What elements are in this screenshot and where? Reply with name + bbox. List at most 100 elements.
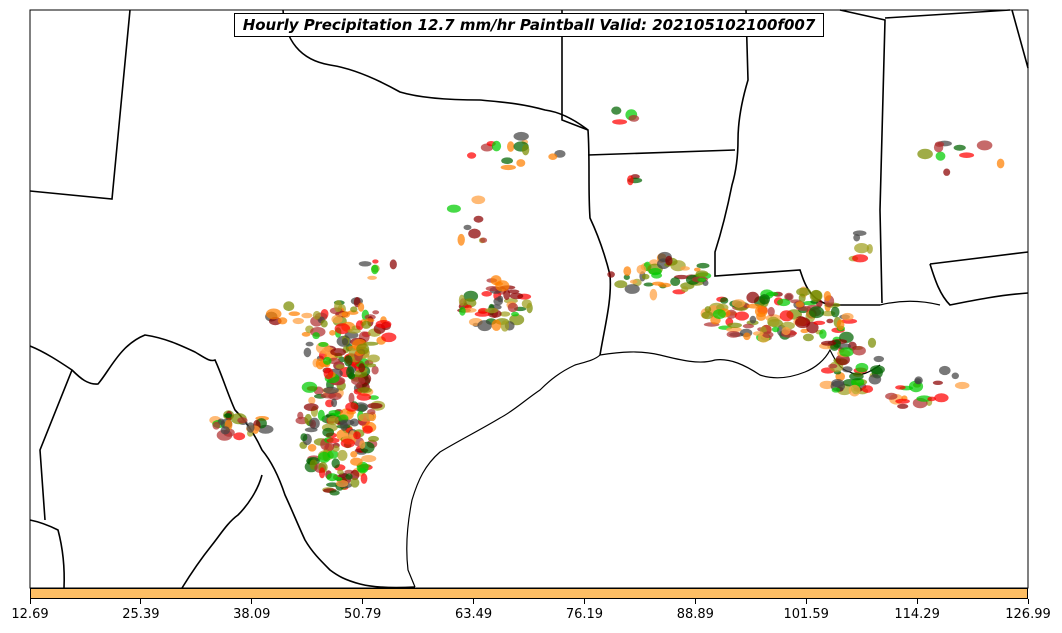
paintball-blob [237, 417, 248, 424]
colorbar-tick-label: 114.29 [894, 607, 940, 622]
paintball-blob [364, 363, 377, 368]
paintball-blob [347, 328, 361, 334]
paintball-blob [855, 362, 869, 373]
paintball-blob [317, 451, 331, 463]
paintball-blob [796, 287, 811, 296]
paintball-blob [334, 323, 351, 335]
paintball-blob [623, 266, 632, 276]
paintball-blob [501, 157, 513, 164]
paintball-blob [648, 268, 662, 276]
paintball-blob [341, 338, 349, 346]
paintball-blob [331, 315, 343, 324]
map-frame [29, 9, 1029, 589]
paintball-blob [839, 347, 854, 357]
paintball-blob [696, 262, 710, 269]
paintball-blob [358, 413, 374, 422]
paintball-blob [361, 455, 377, 463]
paintball-blob [934, 393, 949, 403]
colorbar-tick [140, 599, 142, 604]
paintball-blob [372, 310, 380, 315]
paintball-blob [356, 343, 370, 355]
paintball-blob [389, 259, 397, 270]
paintball-blob [826, 318, 834, 324]
colorbar-tick [362, 599, 364, 604]
paintball-blob [320, 319, 328, 328]
paintball-blob [767, 316, 780, 327]
paintball-blob [852, 345, 866, 356]
colorbar-tick-label: 76.19 [565, 607, 604, 622]
paintball-blob [491, 140, 502, 152]
paintball-blob [324, 442, 335, 451]
paintball-blob [363, 341, 379, 346]
paintball-blob [548, 153, 558, 160]
paintball-blob [866, 244, 873, 254]
paintball-blob [821, 340, 837, 346]
paintball-blob [368, 395, 379, 400]
paintball-blob [779, 310, 794, 322]
paintball-blob [670, 277, 681, 286]
paintball-blob [337, 449, 348, 461]
paintball-blob [497, 295, 504, 303]
paintball-blob [754, 305, 768, 318]
paintball-blob [849, 372, 864, 381]
paintball-blob [463, 224, 472, 231]
paintball-blob [695, 270, 709, 278]
paintball-blob [337, 469, 344, 475]
paintball-blob [320, 392, 337, 399]
paintball-blob [499, 311, 511, 317]
paintball-blob [331, 398, 338, 408]
paintball-blob [916, 395, 932, 402]
colorbar-tick [916, 599, 918, 604]
paintball-blob [828, 363, 838, 369]
paintball-blob [303, 403, 319, 411]
paintball-blob [614, 280, 628, 289]
paintball-blob [491, 319, 502, 331]
paintball-blob [305, 341, 314, 347]
paintball-blob [959, 152, 975, 158]
paintball-blob [641, 273, 650, 280]
paintball-blob [301, 312, 313, 319]
paintball-blob [848, 384, 861, 397]
paintball-blob [943, 168, 951, 176]
paintball-blob [746, 291, 760, 304]
paintball-blob [326, 437, 340, 444]
paintball-blob [752, 331, 764, 336]
paintball-blob [861, 385, 874, 393]
paintball-blob [350, 457, 363, 466]
paintball-blob [627, 175, 634, 186]
paintball-blob [329, 490, 340, 496]
paintball-blob [348, 392, 355, 404]
paintball-blob [301, 381, 318, 393]
paintball-blob [996, 158, 1005, 169]
paintball-blob [819, 380, 835, 390]
paintball-blob [681, 286, 689, 293]
paintball-blob [612, 119, 628, 125]
paintball-blob [759, 294, 770, 305]
paintball-blob [212, 421, 221, 430]
paintball-blob [628, 115, 640, 122]
paintball-blob [356, 393, 372, 401]
paintball-blob [317, 409, 325, 421]
paintball-blob [328, 410, 341, 416]
colorbar-tick [473, 599, 475, 604]
colorbar-tick [583, 599, 585, 604]
paintball-blob [794, 317, 811, 329]
paintball-blob [808, 306, 825, 319]
paintball-blob [511, 311, 519, 317]
paintball-blob [726, 326, 742, 333]
paintball-blob [976, 140, 993, 151]
paintball-blob [734, 311, 750, 321]
colorbar-tick-label: 38.09 [233, 607, 271, 622]
paintball-blob [303, 347, 312, 358]
paintball-blob [870, 365, 885, 375]
paintball-blob [665, 255, 673, 266]
paintball-blob [301, 331, 311, 337]
paintball-blob [335, 480, 349, 488]
paintball-blob [823, 291, 832, 302]
paintball-blob [712, 309, 726, 320]
paintball-blob [836, 319, 845, 331]
paintball-blob [319, 467, 326, 479]
paintball-blob [283, 301, 295, 312]
paintball-blob [358, 363, 366, 373]
paintball-blob [360, 473, 368, 484]
